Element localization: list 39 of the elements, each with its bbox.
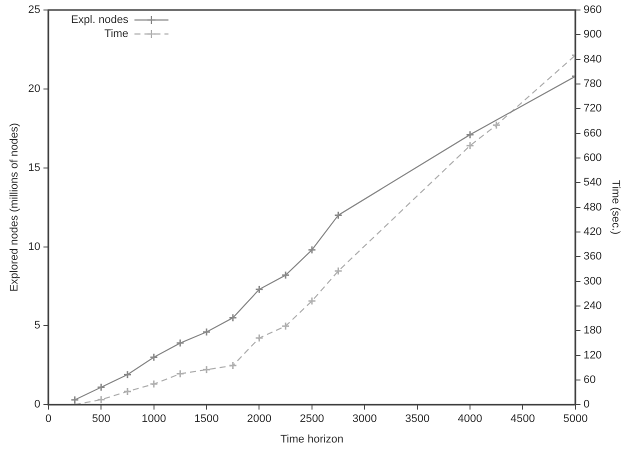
y2-tick-label: 180 xyxy=(583,324,602,337)
legend-label: Time xyxy=(104,28,128,40)
x-tick-label: 2000 xyxy=(247,413,272,426)
x-tick-label: 2500 xyxy=(300,413,324,426)
y2-axis-title: Time (sec.) xyxy=(609,180,622,235)
y2-tick-label: 780 xyxy=(583,78,602,90)
y2-tick-label: 120 xyxy=(583,349,602,362)
y2-tick-label: 360 xyxy=(583,250,602,263)
x-tick-label: 4000 xyxy=(458,413,482,426)
y-tick-label: 20 xyxy=(28,82,40,95)
y-tick-label: 15 xyxy=(28,162,40,174)
x-tick-label: 3500 xyxy=(405,413,430,426)
x-tick-label: 0 xyxy=(45,413,52,426)
y2-tick-label: 300 xyxy=(583,275,602,288)
x-tick-label: 500 xyxy=(92,413,110,426)
y-tick-label: 25 xyxy=(28,4,40,16)
y2-tick-label: 420 xyxy=(583,226,602,238)
y2-tick-label: 900 xyxy=(583,28,602,41)
y2-tick-label: 840 xyxy=(583,53,602,66)
y2-tick-label: 600 xyxy=(583,152,602,164)
y2-tick-label: 720 xyxy=(583,102,602,115)
y-tick-label: 10 xyxy=(28,240,40,253)
y-tick-label: 0 xyxy=(34,398,40,411)
y-tick-label: 5 xyxy=(34,320,40,332)
x-tick-label: 5000 xyxy=(563,413,588,426)
y2-tick-label: 960 xyxy=(583,4,602,16)
legend-label: Expl. nodes xyxy=(70,14,129,26)
y2-tick-label: 480 xyxy=(583,201,602,214)
y-axis-title: Explored nodes (millions of nodes) xyxy=(8,122,21,292)
x-tick-label: 1500 xyxy=(194,413,219,426)
x-tick-label: 1000 xyxy=(142,413,166,426)
y2-tick-label: 240 xyxy=(583,300,602,312)
x-tick-label: 4500 xyxy=(510,413,535,426)
y2-tick-label: 660 xyxy=(583,127,602,140)
y2-tick-label: 0 xyxy=(583,398,590,411)
x-tick-label: 3000 xyxy=(352,413,377,426)
y2-tick-label: 540 xyxy=(583,176,602,189)
x-axis-title: Time horizon xyxy=(280,433,344,446)
y2-tick-label: 60 xyxy=(583,374,596,386)
